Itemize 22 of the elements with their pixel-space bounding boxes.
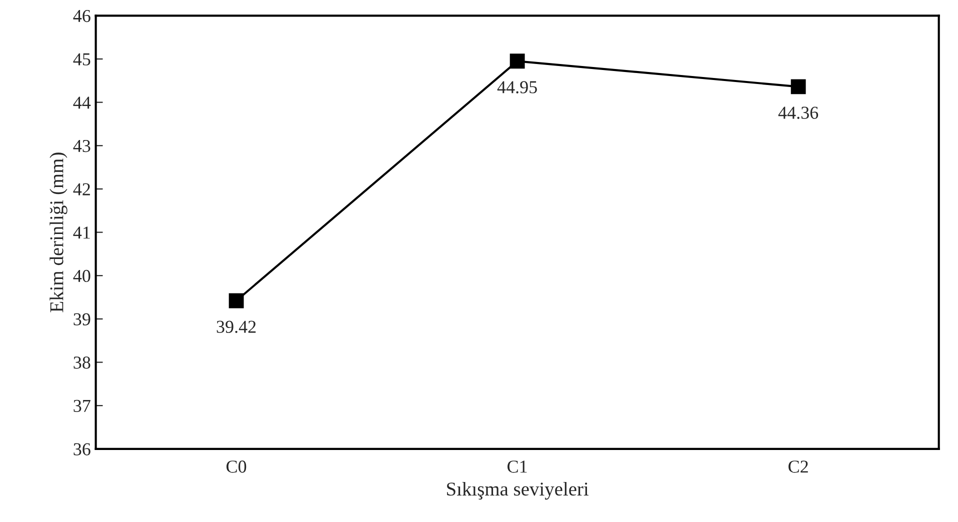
data-label: 44.95 (497, 81, 537, 94)
x-tick-label: C0 (226, 460, 246, 473)
y-tick-label: 40 (73, 270, 90, 282)
y-tick-label: 43 (73, 140, 90, 152)
point (510, 54, 525, 69)
y-tick-label: 45 (73, 53, 90, 66)
y-tick-label: 46 (73, 10, 90, 22)
point (790, 79, 806, 94)
y-tick-label: 37 (74, 400, 90, 412)
y-tick-label: 39 (74, 313, 90, 326)
y-tick-label: 41 (73, 226, 90, 239)
y-tick-label: 44 (73, 96, 91, 109)
x-tick-label: C1 (508, 460, 527, 473)
y-tick-label: 38 (74, 356, 90, 369)
data-label: 44.36 (778, 106, 818, 119)
y-tick-label: 36 (74, 443, 90, 456)
point (228, 293, 244, 308)
x-tick-label: C2 (788, 460, 808, 473)
y-axis-title: Ekim derinliği (mm) (50, 152, 68, 312)
x-axis-title: Sıkışma seviyeleri (447, 482, 588, 500)
y-tick-label: 42 (73, 183, 90, 196)
data-label: 39.42 (216, 320, 256, 333)
